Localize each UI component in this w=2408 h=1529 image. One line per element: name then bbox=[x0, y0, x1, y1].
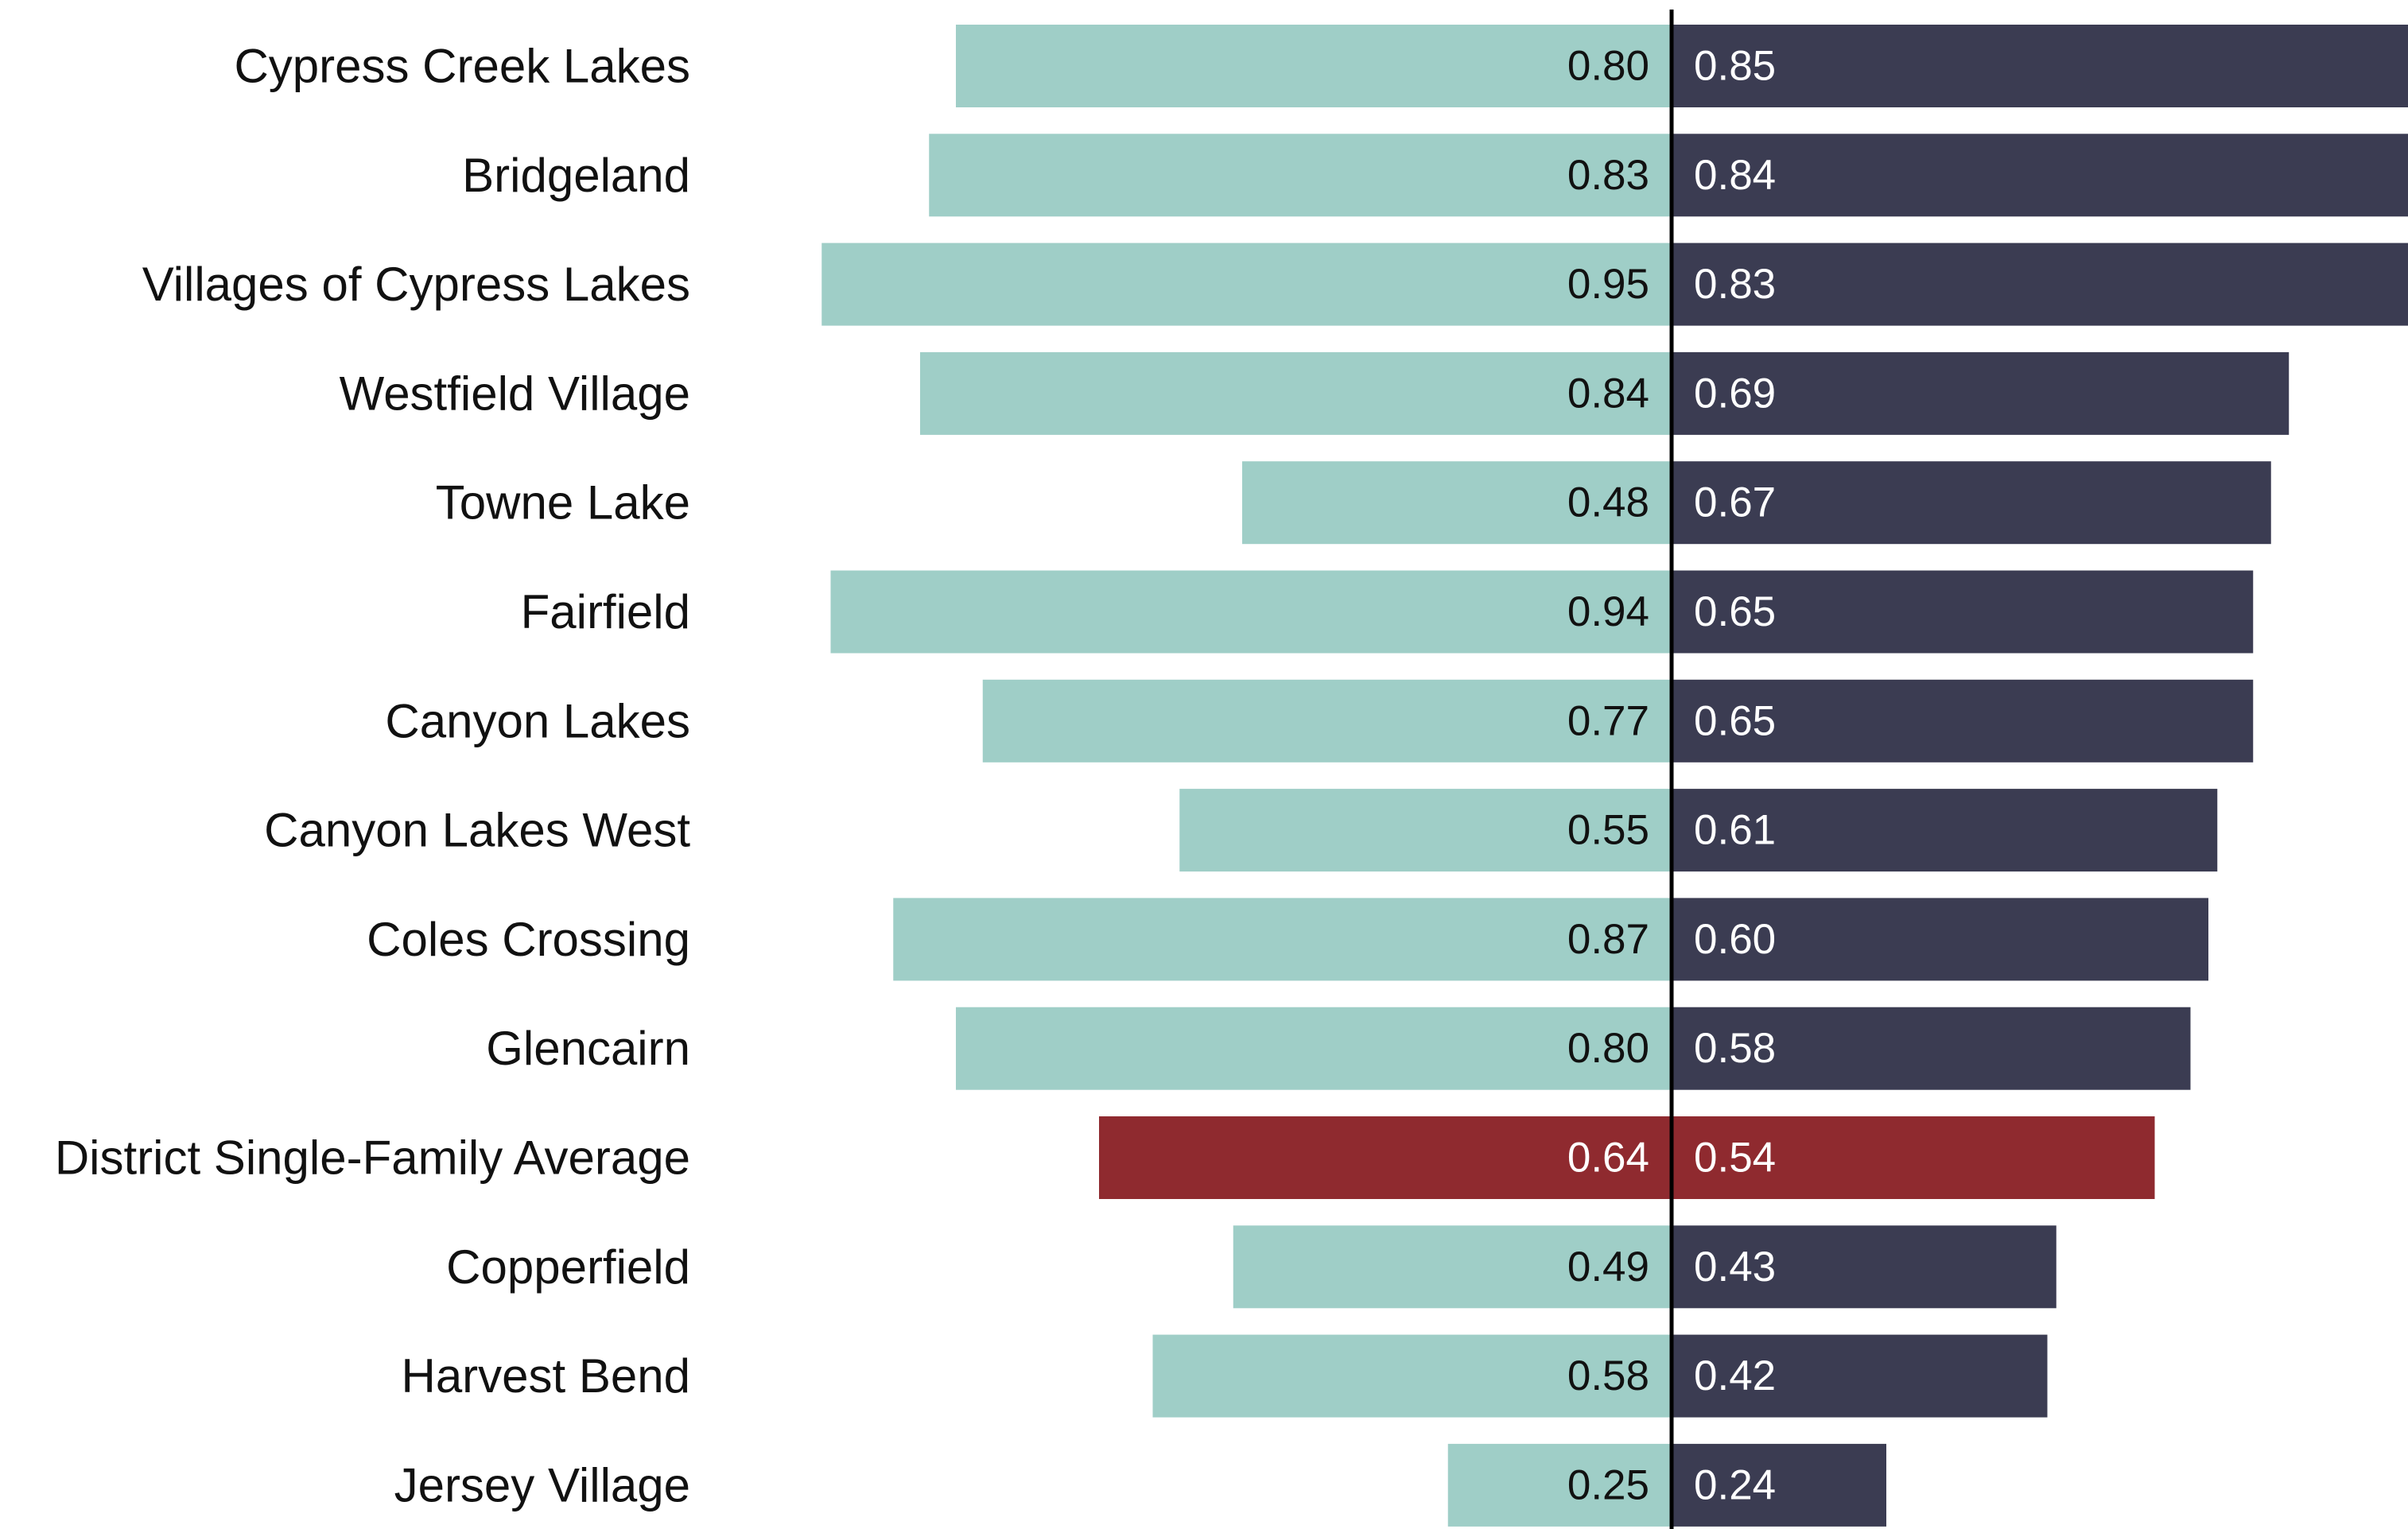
value-label-left-district-single-family-average: 0.64 bbox=[1567, 1135, 1649, 1182]
bar-right-copperfield bbox=[1672, 1225, 2057, 1309]
bar-left-coles-crossing bbox=[893, 898, 1672, 981]
value-label-right-bridgeland: 0.84 bbox=[1694, 152, 1776, 199]
bar-right-jersey-village bbox=[1672, 1443, 1886, 1527]
category-label-coles-crossing: Coles Crossing bbox=[367, 913, 690, 966]
value-label-right-cypress-creek-lakes: 0.85 bbox=[1694, 43, 1776, 90]
value-label-right-coles-crossing: 0.60 bbox=[1694, 916, 1776, 963]
category-label-cypress-creek-lakes: Cypress Creek Lakes bbox=[234, 40, 690, 93]
value-label-left-fairfield: 0.94 bbox=[1567, 588, 1649, 635]
value-label-left-bridgeland: 0.83 bbox=[1567, 152, 1649, 199]
category-label-villages-of-cypress-lakes: Villages of Cypress Lakes bbox=[142, 258, 690, 311]
value-label-right-glencairn: 0.58 bbox=[1694, 1025, 1776, 1072]
value-label-right-canyon-lakes: 0.65 bbox=[1694, 697, 1776, 744]
bar-left-cypress-creek-lakes bbox=[956, 25, 1672, 107]
category-label-bridgeland: Bridgeland bbox=[462, 149, 690, 202]
bar-left-copperfield bbox=[1233, 1225, 1672, 1309]
bar-right-towne-lake bbox=[1672, 461, 2271, 545]
category-label-harvest-bend: Harvest Bend bbox=[401, 1349, 690, 1403]
bar-left-harvest-bend bbox=[1152, 1334, 1672, 1418]
value-label-left-copperfield: 0.49 bbox=[1567, 1244, 1649, 1290]
bar-left-jersey-village bbox=[1447, 1443, 1672, 1527]
bar-right-westfield-village bbox=[1672, 351, 2290, 435]
bar-right-villages-of-cypress-lakes bbox=[1672, 243, 2408, 326]
value-label-right-canyon-lakes-west: 0.61 bbox=[1694, 807, 1776, 854]
bar-left-canyon-lakes bbox=[982, 679, 1672, 763]
value-label-left-glencairn: 0.80 bbox=[1567, 1025, 1649, 1072]
bar-left-bridgeland bbox=[929, 134, 1672, 217]
value-label-right-fairfield: 0.65 bbox=[1694, 588, 1776, 635]
value-label-right-copperfield: 0.43 bbox=[1694, 1244, 1776, 1290]
bar-left-westfield-village bbox=[920, 351, 1672, 435]
value-label-left-canyon-lakes-west: 0.55 bbox=[1567, 807, 1649, 854]
value-label-left-jersey-village: 0.25 bbox=[1567, 1461, 1649, 1508]
bar-left-fairfield bbox=[830, 570, 1672, 654]
bar-right-canyon-lakes-west bbox=[1672, 789, 2218, 872]
category-label-copperfield: Copperfield bbox=[446, 1240, 690, 1294]
value-label-left-westfield-village: 0.84 bbox=[1567, 370, 1649, 417]
category-label-westfield-village: Westfield Village bbox=[340, 367, 690, 420]
category-label-canyon-lakes-west: Canyon Lakes West bbox=[264, 804, 690, 857]
bar-left-canyon-lakes-west bbox=[1179, 789, 1672, 872]
bar-right-bridgeland bbox=[1672, 134, 2408, 217]
value-label-right-jersey-village: 0.24 bbox=[1694, 1461, 1776, 1508]
bar-left-glencairn bbox=[956, 1007, 1672, 1090]
bar-left-towne-lake bbox=[1242, 461, 1672, 545]
value-label-right-westfield-village: 0.69 bbox=[1694, 370, 1776, 417]
category-label-jersey-village: Jersey Village bbox=[394, 1458, 690, 1512]
bar-right-coles-crossing bbox=[1672, 898, 2208, 981]
bar-right-fairfield bbox=[1672, 570, 2254, 654]
bar-left-villages-of-cypress-lakes bbox=[821, 243, 1672, 326]
left-bars-group bbox=[821, 25, 1672, 1527]
value-label-right-villages-of-cypress-lakes: 0.83 bbox=[1694, 261, 1776, 308]
value-label-left-canyon-lakes: 0.77 bbox=[1567, 697, 1649, 744]
value-label-left-cypress-creek-lakes: 0.80 bbox=[1567, 43, 1649, 90]
bar-right-cypress-creek-lakes bbox=[1672, 25, 2408, 107]
value-label-left-harvest-bend: 0.58 bbox=[1567, 1352, 1649, 1399]
category-label-district-single-family-average: District Single-Family Average bbox=[55, 1131, 690, 1185]
value-label-left-coles-crossing: 0.87 bbox=[1567, 916, 1649, 963]
bar-right-harvest-bend bbox=[1672, 1334, 2048, 1418]
category-label-towne-lake: Towne Lake bbox=[436, 476, 690, 530]
right-bars-group bbox=[1672, 25, 2408, 1527]
value-label-right-district-single-family-average: 0.54 bbox=[1694, 1135, 1776, 1182]
category-label-canyon-lakes: Canyon Lakes bbox=[385, 694, 690, 747]
category-labels-group: Cypress Creek Lakes Bridgeland Villages of… bbox=[55, 40, 690, 1512]
bar-left-district-single-family-average bbox=[1099, 1116, 1672, 1199]
bar-right-district-single-family-average bbox=[1672, 1116, 2155, 1199]
value-label-left-villages-of-cypress-lakes: 0.95 bbox=[1567, 261, 1649, 308]
value-label-right-towne-lake: 0.67 bbox=[1694, 479, 1776, 526]
category-label-glencairn: Glencairn bbox=[486, 1022, 690, 1075]
value-label-right-harvest-bend: 0.42 bbox=[1694, 1352, 1776, 1399]
category-label-fairfield: Fairfield bbox=[521, 585, 690, 638]
value-labels-group: 0.80 0.85 0.83 0.84 0.95 0.83 0.84 0.69 0.48 0.67… bbox=[1567, 43, 1776, 1509]
bar-right-glencairn bbox=[1672, 1007, 2191, 1090]
bar-right-canyon-lakes bbox=[1672, 679, 2254, 763]
value-label-left-towne-lake: 0.48 bbox=[1567, 479, 1649, 526]
